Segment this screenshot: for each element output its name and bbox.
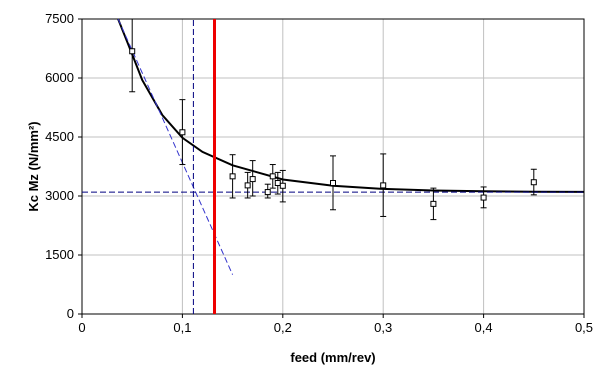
data-point: [179, 129, 186, 136]
data-point: [279, 182, 286, 189]
x-tick-label: 0,1: [173, 320, 191, 335]
x-axis-tick-labels: 0 0,1 0,2 0,3 0,4 0,5: [78, 314, 593, 335]
data-point: [380, 182, 387, 189]
x-tick-label: 0,2: [274, 320, 292, 335]
data-point: [480, 194, 487, 201]
y-tick-label: 1500: [45, 247, 74, 262]
dashed-tangent-line: [117, 18, 234, 275]
data-point: [264, 189, 271, 196]
x-tick-label: 0,5: [575, 320, 593, 335]
data-point: [269, 173, 276, 180]
x-tick-label: 0,3: [374, 320, 392, 335]
y-tick-label: 6000: [45, 70, 74, 85]
y-tick-label: 4500: [45, 129, 74, 144]
data-point: [249, 176, 256, 183]
data-point: [229, 173, 236, 180]
data-point: [244, 182, 251, 189]
data-points: [129, 48, 537, 207]
y-tick-label: 7500: [45, 11, 74, 26]
y-axis-tick-labels: 0 1500 3000 4500 6000 7500: [45, 11, 82, 321]
data-point: [129, 48, 136, 55]
x-tick-label: 0: [78, 320, 85, 335]
x-tick-label: 0,4: [475, 320, 493, 335]
y-axis-title: Kc Mz (N/mm²): [26, 121, 41, 211]
fit-curve: [117, 18, 585, 193]
plot-area-frame: [81, 18, 585, 315]
reference-lines: [82, 18, 585, 314]
y-tick-label: 0: [67, 306, 74, 321]
data-point: [530, 179, 537, 186]
y-tick-label: 3000: [45, 188, 74, 203]
data-point: [274, 180, 281, 187]
data-point: [330, 180, 336, 187]
data-point: [430, 200, 437, 207]
x-axis-title: feed (mm/rev): [290, 350, 375, 365]
